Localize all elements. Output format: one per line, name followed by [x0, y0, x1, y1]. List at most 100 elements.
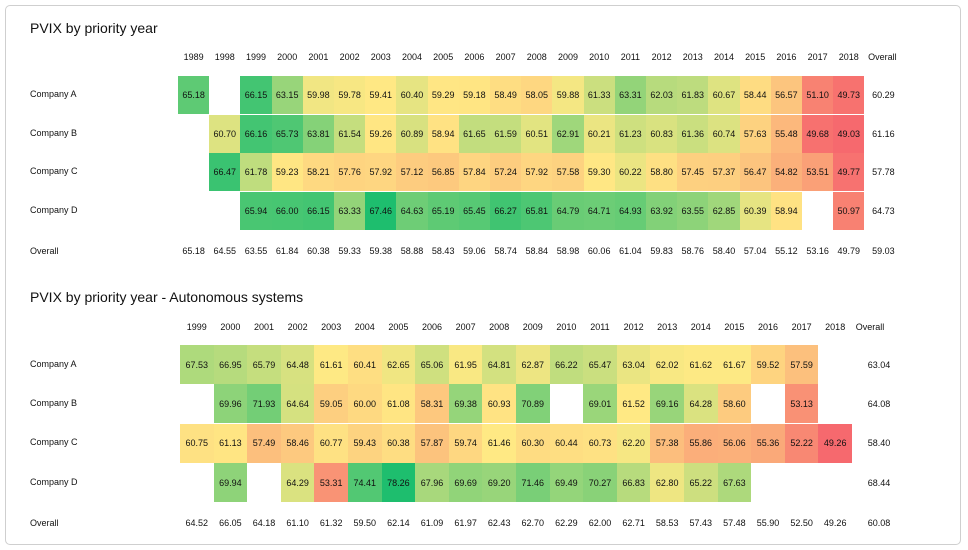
- heatmap-cell: 60.41: [348, 345, 382, 384]
- heatmap-cell: 61.61: [314, 345, 348, 384]
- heatmap-cell: 67.53: [180, 345, 214, 384]
- heatmap-cell: 61.83: [677, 76, 709, 114]
- overall-value: 55.90: [756, 518, 780, 528]
- year-header: 2004: [354, 322, 375, 332]
- year-header: 2008: [489, 322, 510, 332]
- heatmap-cell: 65.19: [427, 192, 459, 231]
- year-header: 2010: [556, 322, 577, 332]
- heatmap-cell: 59.52: [751, 345, 785, 384]
- heatmap-cell: 57.45: [677, 153, 709, 192]
- heatmap-cell: 59.88: [552, 76, 584, 114]
- heatmap-cell: 59.30: [583, 153, 615, 192]
- heatmap-1-title: PVIX by priority year: [30, 20, 158, 36]
- heatmap-cell: 65.94: [240, 192, 272, 231]
- heatmap-cell: 64.71: [583, 192, 615, 231]
- heatmap-cell: 66.15: [302, 192, 334, 231]
- heatmap-cell: 60.93: [482, 384, 516, 424]
- heatmap-cell: 65.81: [521, 192, 553, 231]
- heatmap-cell: 59.26: [365, 114, 397, 153]
- heatmap-cell: 69.20: [482, 463, 516, 503]
- heatmap-cell: 63.04: [616, 345, 651, 384]
- year-header: 2014: [713, 52, 734, 62]
- year-header: 2004: [401, 52, 422, 62]
- row-label: Company C: [30, 437, 78, 448]
- heatmap-cell: 57.12: [396, 153, 428, 192]
- row-overall: 58.40: [867, 438, 891, 449]
- heatmap-cell: 58.46: [280, 423, 315, 463]
- heatmap-cell: 67.46: [365, 192, 397, 231]
- year-header: 2007: [495, 52, 516, 62]
- year-header: 2001: [308, 52, 329, 62]
- heatmap-cell: 57.37: [708, 153, 740, 192]
- year-header: 2000: [277, 52, 298, 62]
- heatmap-cell: 55.36: [751, 423, 785, 463]
- heatmap-cell: 58.05: [521, 76, 553, 114]
- heatmap-cell: 64.63: [396, 192, 428, 231]
- heatmap-cell: 70.27: [583, 463, 617, 503]
- heatmap-cell: 62.03: [646, 76, 678, 114]
- year-header: 2000: [220, 322, 241, 332]
- year-header: 2018: [825, 322, 846, 332]
- heatmap-cell: 59.23: [271, 153, 303, 192]
- heatmap-cell: 61.08: [381, 384, 416, 424]
- heatmap-cell: 61.13: [213, 423, 248, 463]
- heatmap-cell: 52.22: [784, 423, 819, 463]
- heatmap-cell: 66.15: [240, 76, 272, 114]
- year-header: 2006: [464, 52, 485, 62]
- row-overall: 60.29: [872, 90, 895, 100]
- heatmap-cell: 60.39: [739, 192, 771, 231]
- heatmap-cell: 56.06: [717, 423, 752, 463]
- heatmap-cell: 57.59: [784, 345, 819, 384]
- year-header: 2012: [651, 52, 672, 62]
- heatmap-cell: 58.60: [717, 384, 752, 424]
- heatmap-cell: 59.18: [458, 76, 490, 114]
- overall-value: 49.79: [837, 246, 861, 256]
- overall-value: 64.18: [252, 518, 276, 528]
- overall-value: 58.84: [525, 246, 549, 256]
- overall-value: 59.83: [650, 246, 673, 256]
- overall-value: 62.70: [521, 518, 545, 528]
- heatmap-cell: 64.93: [614, 192, 646, 231]
- overall-value: 63.55: [244, 246, 268, 256]
- year-header: 2017: [807, 52, 828, 62]
- year-header: 2012: [623, 322, 644, 332]
- heatmap-cell: 69.94: [213, 463, 248, 503]
- heatmap-cell: 63.15: [271, 76, 303, 114]
- overall-value: 58.40: [712, 246, 736, 256]
- heatmap-cell: 60.70: [209, 114, 241, 153]
- overall-row-label: Overall: [30, 518, 59, 528]
- year-header: 2002: [339, 52, 360, 62]
- heatmap-cell: 58.94: [427, 114, 459, 153]
- overall-value: 62.29: [555, 518, 578, 528]
- overall-value: 61.32: [319, 518, 343, 528]
- heatmap-cell: 66.83: [616, 463, 651, 503]
- heatmap-cell: 66.27: [490, 192, 522, 231]
- heatmap-cell: 61.65: [458, 114, 490, 153]
- row-label: Company A: [30, 89, 77, 99]
- overall-value: 58.53: [655, 518, 679, 528]
- heatmap-cell: 60.89: [396, 114, 428, 153]
- heatmap-cell: 57.92: [365, 153, 397, 192]
- overall-value: 61.84: [275, 246, 299, 256]
- heatmap-cell: 53.51: [802, 153, 834, 192]
- heatmap-cell: 69.16: [650, 384, 684, 424]
- year-header: 2015: [745, 52, 766, 62]
- heatmap-cell: 57.63: [739, 114, 771, 153]
- year-header: 2013: [657, 322, 678, 332]
- year-header: 2005: [388, 322, 409, 332]
- heatmap-cell: 63.33: [334, 192, 366, 231]
- overall-value: 57.04: [743, 246, 767, 256]
- heatmap-cell: 61.59: [490, 114, 522, 153]
- overall-value: 59.38: [369, 246, 393, 256]
- heatmap-cell: 62.65: [381, 345, 416, 384]
- heatmap-cell: 63.81: [302, 114, 334, 153]
- year-header: 2016: [757, 322, 778, 332]
- year-header: 2008: [526, 52, 547, 62]
- overall-value: 57.48: [723, 518, 746, 528]
- overall-value: 61.04: [619, 246, 642, 256]
- heatmap-cell: 61.33: [583, 76, 615, 114]
- heatmap-cell: 53.31: [314, 463, 348, 503]
- heatmap-cell: 62.91: [552, 114, 584, 153]
- heatmap-cell: 61.78: [240, 153, 272, 192]
- heatmap-cell: 58.44: [739, 76, 771, 114]
